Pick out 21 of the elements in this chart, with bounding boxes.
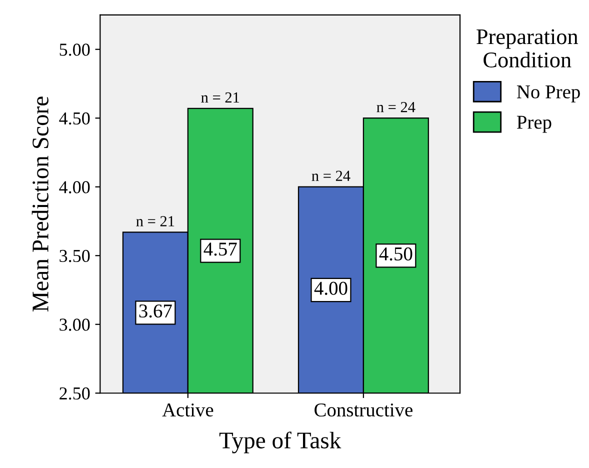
data-label: 4.50 (379, 247, 412, 261)
y-axis-title: Mean Prediction Score (32, 96, 48, 312)
y-tick-label: 3.00 (60, 318, 90, 331)
legend-label: No Prep (516, 85, 580, 102)
y-tick-label: 4.50 (59, 112, 90, 125)
y-tick-label: 4.00 (59, 181, 90, 194)
y-tick-label: 3.50 (60, 250, 90, 262)
data-label: 3.67 (139, 304, 172, 318)
annotation: n = 21 (201, 92, 240, 102)
annotation: n = 24 (312, 170, 350, 181)
x-tick-label: Constructive (314, 403, 412, 417)
data-label: 4.00 (314, 282, 348, 295)
y-tick-label: 2.50 (60, 387, 90, 400)
y-tick-label: 5.00 (60, 44, 90, 56)
legend-label: Prep (516, 116, 552, 133)
data-label: 4.57 (204, 242, 237, 256)
annotation: n = 21 (136, 216, 174, 226)
x-tick-label: Active (162, 403, 214, 417)
annotation: n = 24 (376, 102, 416, 112)
x-axis-title: Type of Task (219, 432, 342, 454)
legend-title: Preparation Condition (476, 29, 578, 68)
